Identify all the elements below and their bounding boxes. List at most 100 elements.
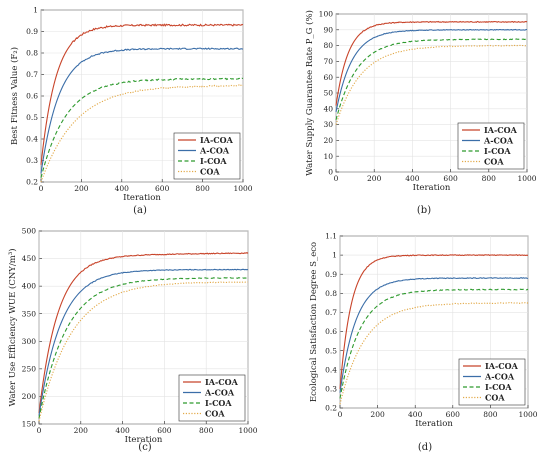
y-tick-label: 0.9 — [325, 270, 337, 279]
x-tick-label: 200 — [370, 410, 385, 419]
x-tick-label: 600 — [446, 410, 461, 419]
chart-panel-d: 0.2 0.3 0.4 0.5 0.6 0.7 0.8 0.9 1 1.1 0 200 400 600 80… — [309, 232, 538, 453]
series-line-ia-coa — [38, 251, 249, 414]
series-line-i-coa — [335, 38, 528, 121]
y-axis-label: Water Supply Guarantee Rate P_G (%) — [304, 10, 315, 176]
y-tick-label: 450 — [22, 254, 37, 263]
panel-caption: (b) — [417, 205, 431, 216]
y-tick-label: 0.3 — [325, 384, 337, 393]
y-tick-label: 0.7 — [26, 70, 38, 79]
x-tick-label: 1000 — [518, 410, 537, 419]
legend-box — [458, 358, 526, 406]
series-line-a-coa — [40, 47, 244, 174]
y-tick-label: 150 — [22, 420, 37, 429]
x-tick-label: 800 — [482, 174, 497, 183]
legend-label: COA — [205, 408, 225, 418]
series-line-i-coa — [38, 277, 249, 419]
y-tick-label: 0.6 — [26, 92, 38, 101]
series-line-coa — [38, 281, 249, 422]
x-tick-label: 600 — [157, 426, 172, 435]
x-tick-label: 1000 — [517, 174, 536, 183]
y-axis-label: Ecological Satisfaction Degree S_eco — [309, 242, 319, 402]
y-tick-label: 500 — [22, 227, 37, 236]
x-tick-label: 400 — [115, 426, 130, 435]
x-tick-label: 0 — [39, 184, 44, 193]
legend-label: COA — [484, 156, 504, 166]
y-tick-label: 0.4 — [325, 365, 337, 374]
y-tick-label: 200 — [22, 392, 37, 401]
panel-caption: (d) — [418, 442, 432, 453]
x-tick-label: 400 — [408, 410, 423, 419]
series-line-a-coa — [335, 28, 528, 113]
x-tick-label: 600 — [155, 184, 170, 193]
y-tick-label: 20 — [323, 136, 333, 145]
series-line-coa — [335, 44, 528, 125]
x-axis-label: Iteration — [123, 193, 161, 203]
y-tick-label: 300 — [22, 337, 37, 346]
y-tick-label: 10 — [323, 152, 333, 161]
y-tick-label: 100 — [319, 10, 334, 19]
y-tick-label: 0.6 — [325, 327, 337, 336]
legend-label: I-COA — [484, 146, 511, 156]
legend-label: IA-COA — [484, 125, 518, 135]
y-axis-label: Best Fitness Value (F₂) — [9, 47, 20, 145]
legend-box — [173, 132, 241, 180]
y-tick-label: 1.1 — [325, 232, 337, 241]
y-tick-label: 0.4 — [26, 135, 38, 144]
series-line-coa — [40, 84, 244, 183]
y-tick-label: 1 — [332, 251, 337, 260]
legend-label: COA — [200, 166, 220, 176]
series-line-i-coa — [40, 77, 244, 178]
x-tick-label: 1000 — [233, 184, 252, 193]
y-axis-label: Water Use Efficiency WUE (CNY/m³) — [7, 248, 18, 406]
legend-label: A-COA — [204, 387, 235, 397]
legend-label: I-COA — [200, 156, 227, 166]
y-tick-label: 40 — [323, 104, 333, 113]
x-axis-label: Iteration — [413, 183, 451, 193]
x-tick-label: 400 — [115, 184, 130, 193]
y-tick-label: 250 — [22, 364, 37, 373]
y-tick-label: 80 — [323, 41, 333, 50]
y-tick-label: 90 — [323, 25, 333, 34]
legend-label: COA — [485, 392, 505, 402]
legend-label: IA-COA — [485, 361, 519, 371]
series-line-ia-coa — [40, 23, 244, 165]
y-tick-label: 0.8 — [325, 289, 337, 298]
x-tick-label: 1000 — [238, 426, 257, 435]
y-tick-label: 70 — [323, 57, 333, 66]
x-tick-label: 800 — [199, 426, 214, 435]
legend-label: IA-COA — [205, 377, 239, 387]
x-tick-label: 0 — [37, 426, 42, 435]
y-tick-label: 30 — [323, 120, 333, 129]
y-tick-label: 0.5 — [26, 113, 38, 122]
legend-label: I-COA — [485, 382, 512, 392]
chart-panel-c: 150 200 250 300 350 400 450 500 0 200 400 600 800 100… — [7, 227, 258, 453]
x-axis-label: Iteration — [125, 435, 163, 445]
x-tick-label: 800 — [195, 184, 210, 193]
y-tick-label: 0 — [328, 168, 333, 177]
legend-label: A-COA — [199, 145, 230, 155]
legend-box — [178, 374, 246, 422]
panel-caption: (c) — [138, 442, 152, 453]
x-tick-label: 200 — [74, 184, 89, 193]
y-tick-label: 400 — [22, 282, 37, 291]
y-tick-label: 0.5 — [325, 346, 337, 355]
series-line-ia-coa — [335, 20, 528, 106]
x-tick-label: 400 — [405, 174, 420, 183]
series-line-i-coa — [339, 288, 529, 399]
series-line-ia-coa — [339, 254, 529, 389]
x-tick-label: 0 — [334, 174, 339, 183]
series-line-a-coa — [339, 277, 529, 393]
x-tick-label: 0 — [338, 410, 343, 419]
y-tick-label: 50 — [323, 89, 333, 98]
y-tick-label: 0.7 — [325, 308, 337, 317]
x-axis-label: Iteration — [415, 419, 453, 429]
legend-label: IA-COA — [200, 135, 234, 145]
y-tick-label: 1 — [33, 6, 38, 15]
panel-caption: (a) — [133, 205, 147, 216]
y-tick-label: 0.9 — [26, 27, 38, 36]
legend-label: A-COA — [484, 371, 515, 381]
